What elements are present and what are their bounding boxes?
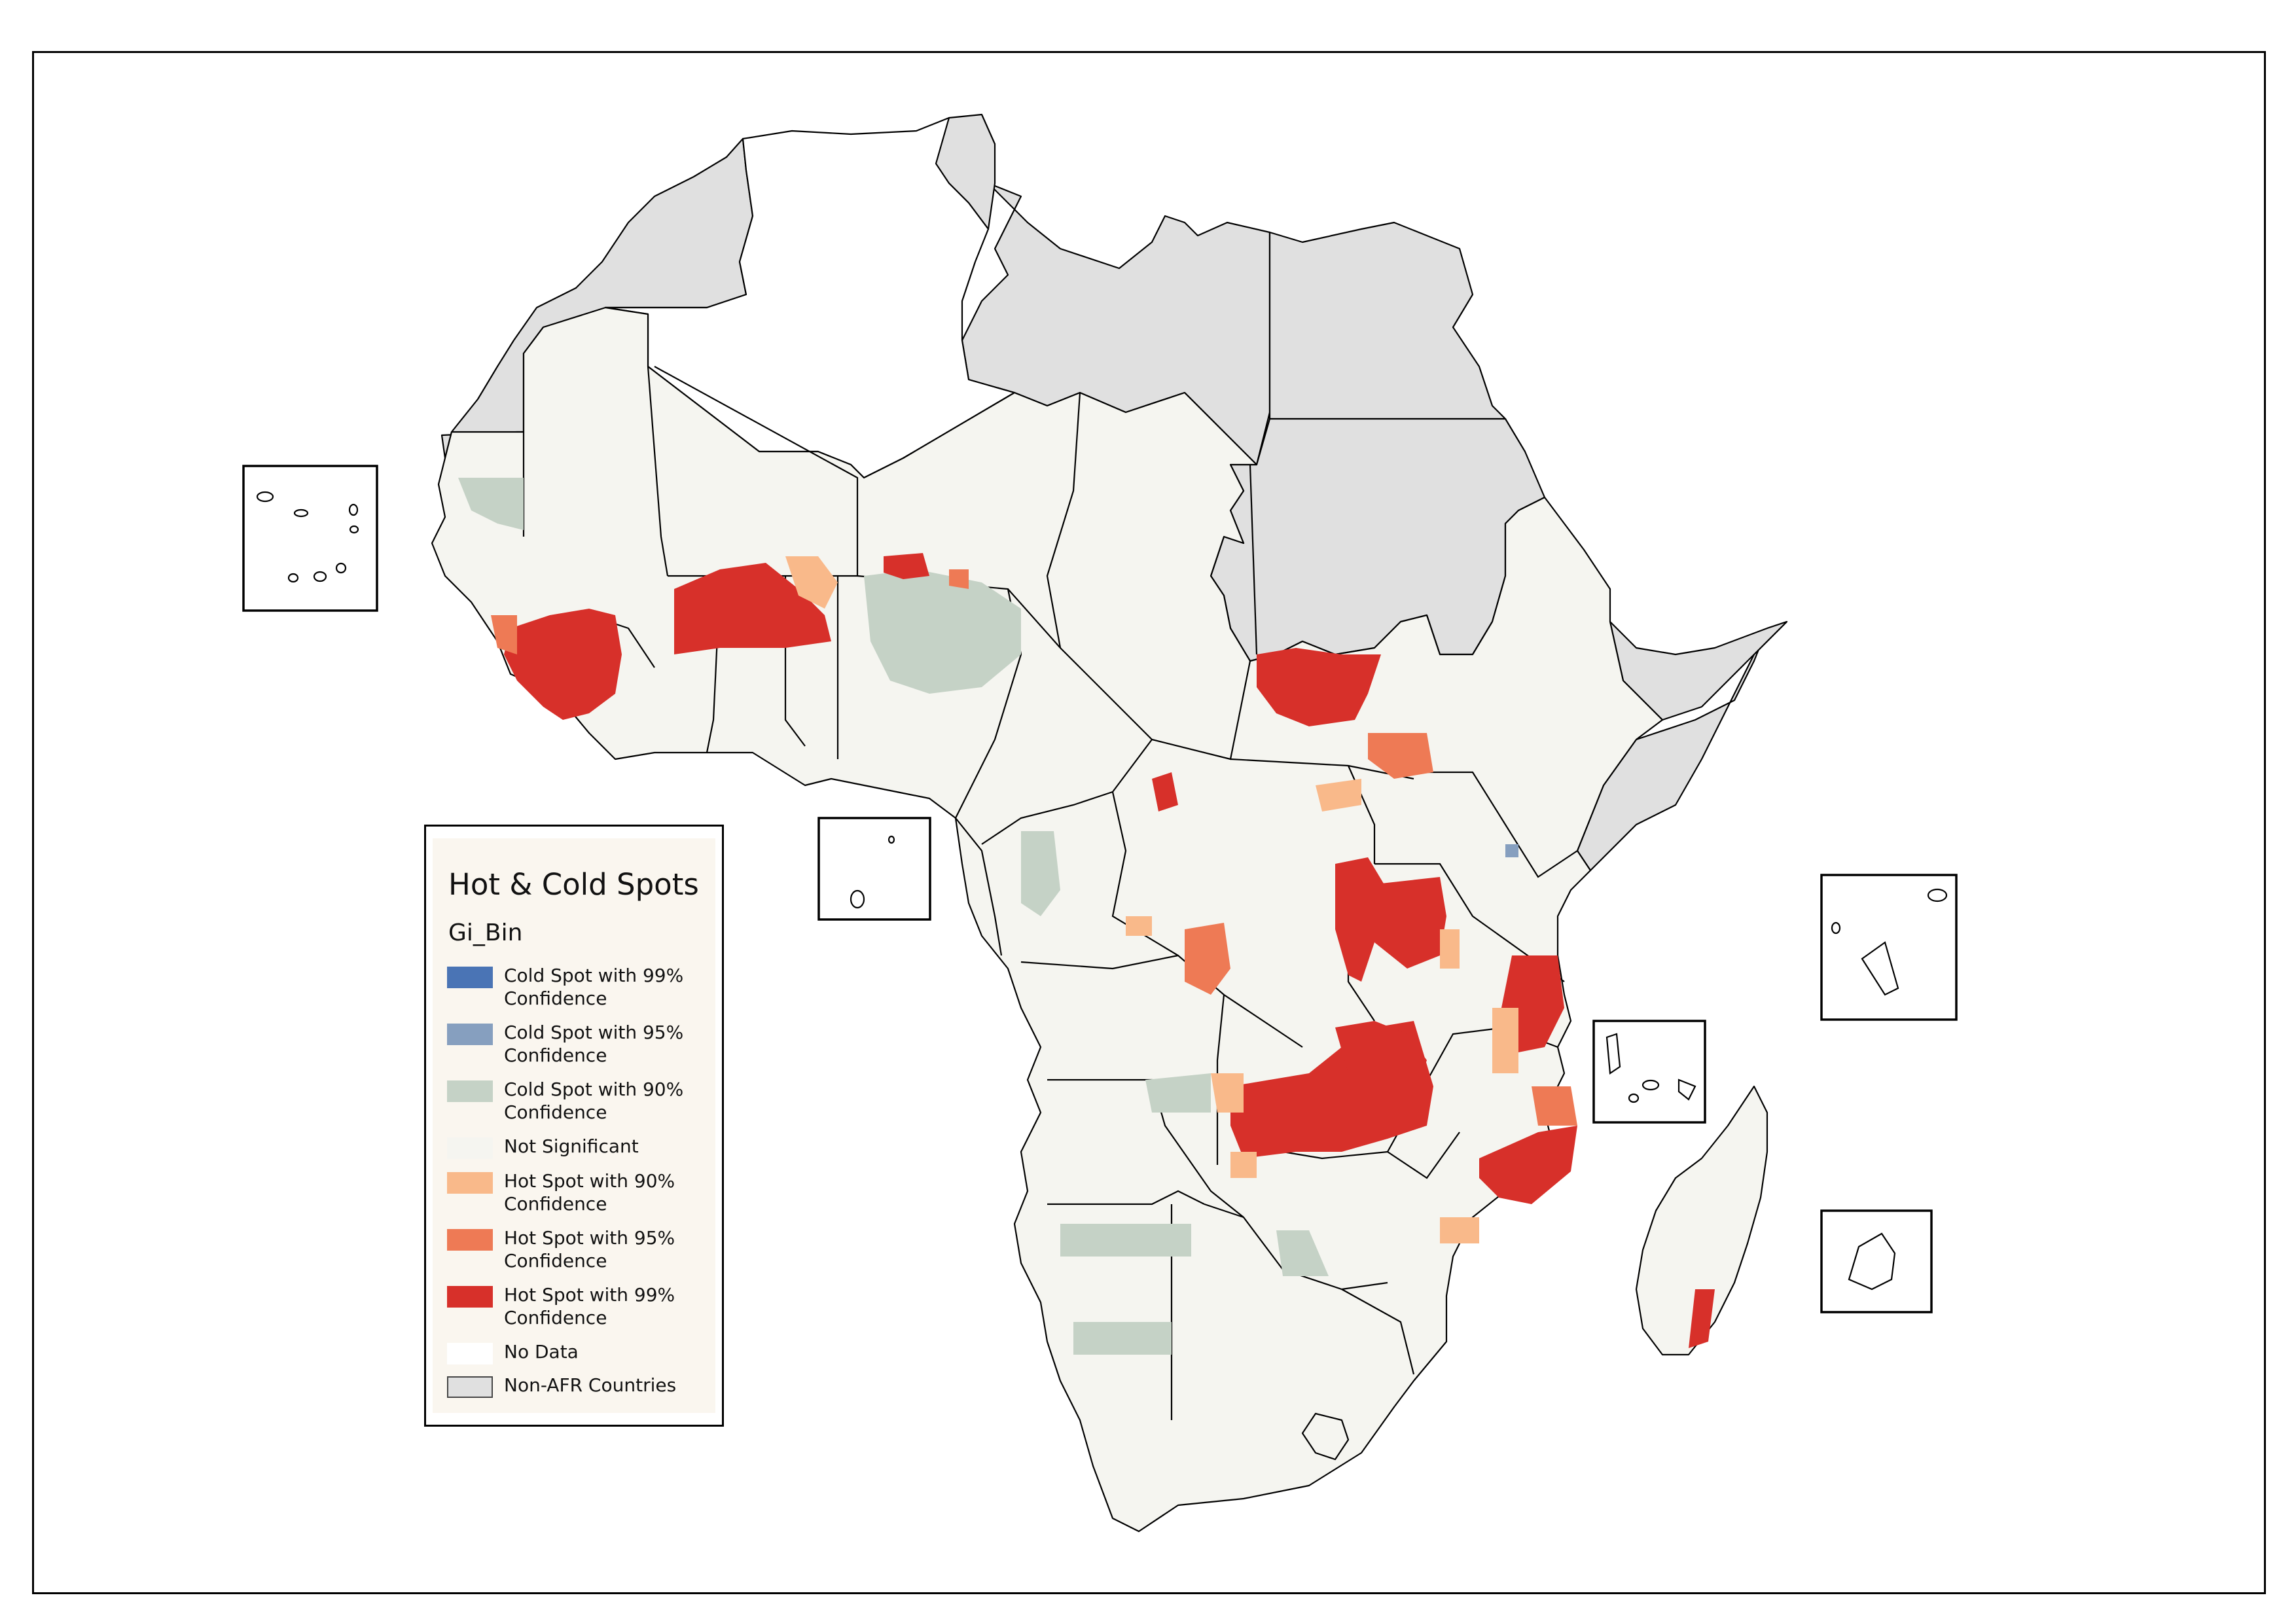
legend-label: Not Significant [504,1135,639,1157]
legend-swatch [447,1376,493,1398]
island-shape [1927,888,1948,902]
island-shape [1848,1232,1896,1291]
inset-mauritius [1820,1209,1933,1313]
island-shape [888,835,895,844]
legend-label: Hot Spot with 99% Confidence [504,1284,675,1329]
island-shape [313,571,327,582]
hot-spot-90-drc-east [1316,779,1361,812]
legend-label: Cold Spot with 90% Confidence [504,1079,684,1123]
inset-sao-tome [817,817,931,921]
island-shape [348,503,359,516]
hot-spot-99-tanzania-west [1374,877,1446,969]
legend-label: Cold Spot with 95% Confidence [504,1022,684,1066]
legend-swatch [447,1286,493,1308]
cold-spot-angola [1145,1073,1211,1113]
legend-swatch [447,1229,493,1251]
island-shape [293,508,309,518]
legend-label: Non-AFR Countries [504,1374,677,1396]
hot-spot-95-mozambique-central [1532,1086,1577,1126]
lesotho [1301,1412,1350,1461]
hot-spot-niger-2 [949,569,969,589]
legend-subtitle: Gi_Bin [448,919,523,946]
hot-spot-drc-small [1152,772,1178,812]
hot-spot-99-west-africa [504,609,622,720]
hot-spot-99-rwanda-burundi [1335,857,1388,982]
hot-spot-95-uganda-north [1368,733,1433,779]
hot-spot-99-mozambique-central [1479,1126,1577,1204]
island-shape [850,889,865,909]
hot-spot-madagascar [1689,1289,1715,1348]
hot-spot-99-burkina [674,563,831,654]
madagascar [1635,1085,1768,1356]
legend-label: Hot Spot with 90% Confidence [504,1170,675,1215]
island-shape [1641,1079,1660,1091]
hot-spot-90-mozambique-south [1440,1217,1479,1243]
legend-label: Cold Spot with 99% Confidence [504,965,684,1009]
inset-comoros [1592,1020,1706,1124]
island-shape [1831,921,1841,935]
cold-spot-mali-nigeria [864,569,1021,694]
hot-spot-90-angola-border [1211,1073,1244,1113]
cold-spot-cameroon [1021,831,1060,916]
inset-cape-verde [242,465,378,612]
island-shape [335,562,347,574]
island-shape [1605,1033,1621,1075]
hot-spot-90-tanzania [1440,929,1460,969]
legend-swatch [447,1024,493,1045]
legend-swatch [447,1172,493,1194]
cold-spot-95-kenya [1505,844,1518,857]
hot-spot-90-mozambique [1492,1008,1518,1073]
legend-title: Hot & Cold Spots [448,867,699,902]
legend-swatch [447,1137,493,1159]
gi-bin-regions [458,478,1715,1355]
island-shape [256,491,274,503]
hot-spot-90-drc-west [1126,916,1152,936]
island-shape [1677,1079,1696,1101]
hot-spot-niger [884,553,929,579]
cold-spot-botswana [1276,1230,1329,1276]
legend-swatch [447,1080,493,1102]
legend-swatch [447,967,493,988]
hot-spot-99-malawi-region [1335,1021,1427,1099]
map-frame [32,51,2266,1594]
island-shape [1628,1093,1640,1103]
island-shape [287,573,299,583]
island-shape [1861,941,1899,996]
cold-spot-south-africa [1073,1322,1172,1355]
map-legend: Hot & Cold Spots Gi_Bin Cold Spot with 9… [424,825,724,1427]
cold-spot-namibia [1060,1224,1191,1257]
hot-spot-90-burkina [785,556,838,609]
legend-panel: Hot & Cold Spots Gi_Bin Cold Spot with 9… [433,838,715,1413]
legend-label: Hot Spot with 95% Confidence [504,1227,675,1272]
legend-swatch [447,1343,493,1364]
legend-label: No Data [504,1341,579,1363]
hot-spot-99-south-sudan [1257,648,1381,726]
hot-spot-90-zambia-south [1230,1152,1257,1178]
egypt [1268,221,1507,420]
hot-spot-drc-central [1185,923,1230,995]
inset-seychelles [1820,874,1958,1021]
island-shape [349,525,359,534]
cold-spot-senegal [458,478,524,530]
hot-spot-95-west-africa [491,615,517,654]
